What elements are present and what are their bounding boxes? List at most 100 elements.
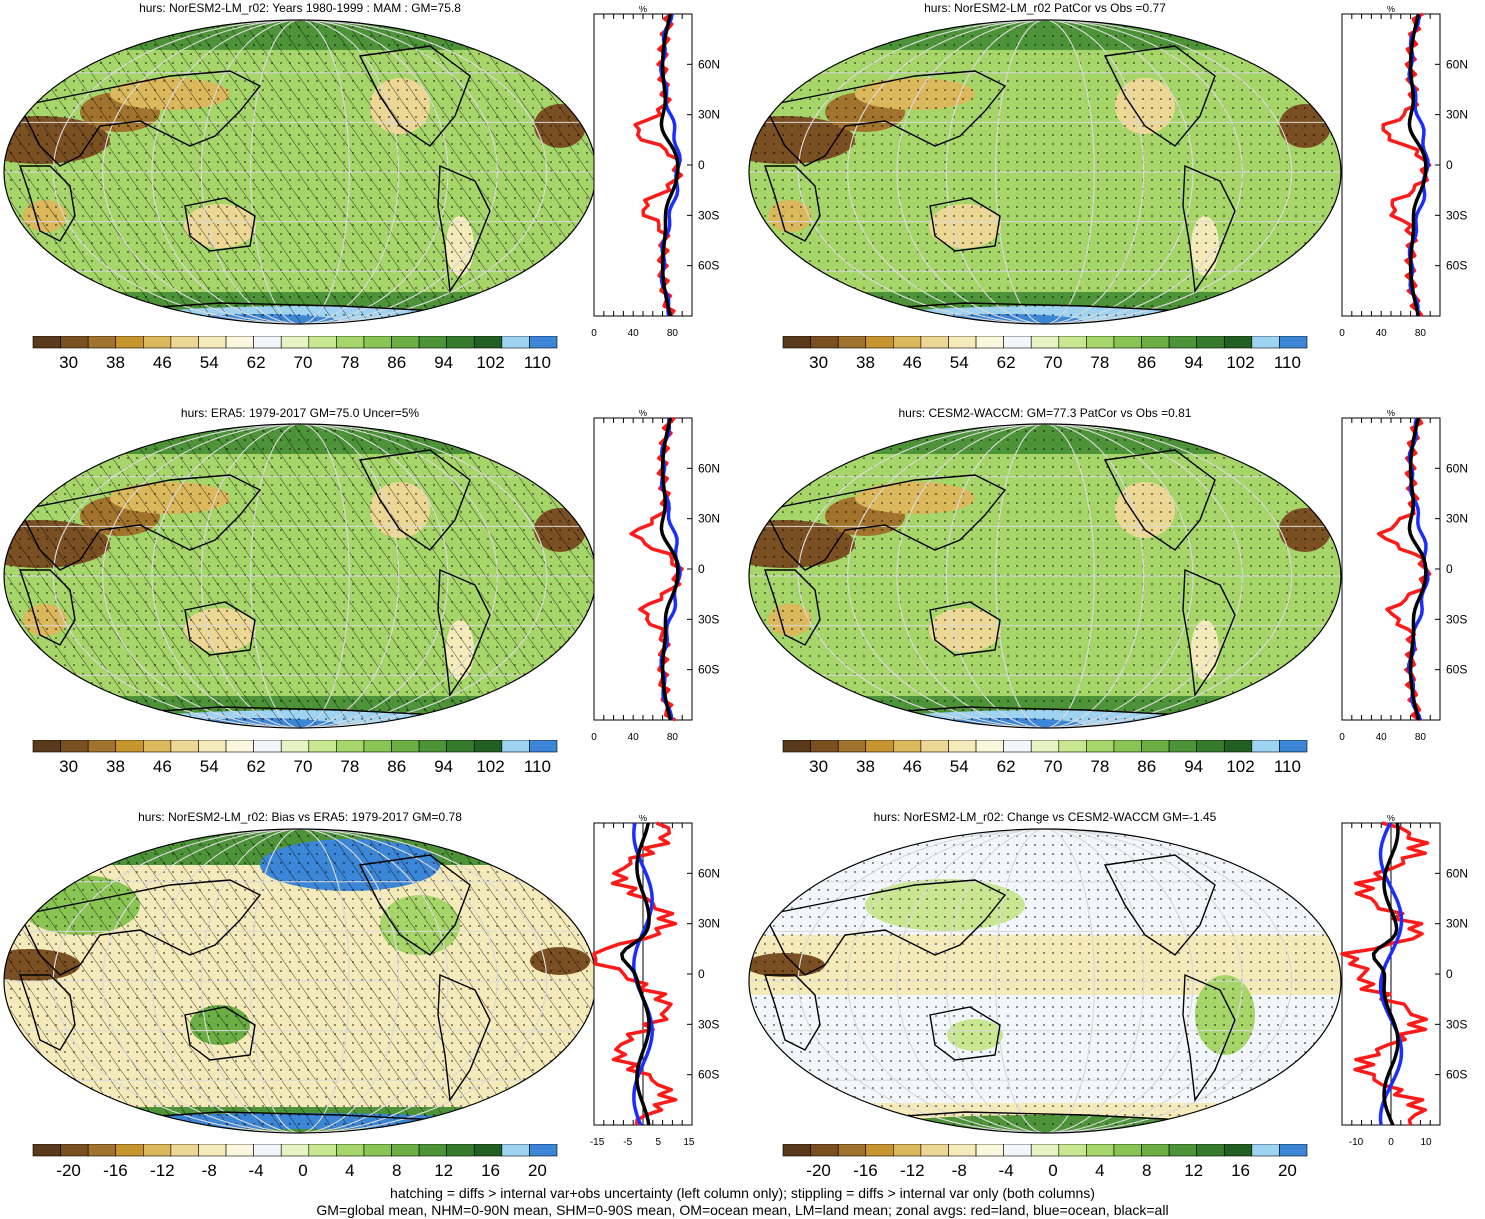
colorbar-swatch xyxy=(473,336,503,349)
colorbar-swatch xyxy=(363,336,392,349)
colorbar-2: 30 38 46 54 62 70 78 86 94 102 110 xyxy=(782,336,1308,372)
colorbar-label: 94 xyxy=(434,353,453,372)
colorbar-label: 86 xyxy=(387,353,406,372)
map-panel-3 xyxy=(3,423,597,729)
colorbar-swatch xyxy=(1223,740,1253,753)
colorbar-swatch xyxy=(1279,1144,1308,1157)
graticule xyxy=(4,829,596,1133)
colorbar-label: 94 xyxy=(434,757,453,776)
lat-label: 0 xyxy=(698,562,705,576)
colorbar-swatch xyxy=(308,336,337,349)
map-border xyxy=(748,423,1342,729)
colorbar-label: 46 xyxy=(903,353,922,372)
colorbar-label: 16 xyxy=(481,1161,500,1180)
colorbar-swatch xyxy=(280,740,310,753)
colorbar-swatch xyxy=(948,1144,977,1157)
zonal-tick-label: -5 xyxy=(623,1137,632,1148)
colorbar-label: 12 xyxy=(1184,1161,1203,1180)
colorbar-label: 38 xyxy=(106,353,125,372)
colorbar-swatch xyxy=(948,740,977,753)
colorbar-swatch xyxy=(529,740,558,753)
colorbar-label: 20 xyxy=(528,1161,547,1180)
coastline-4 xyxy=(437,568,491,697)
colorbar-swatch xyxy=(198,336,227,349)
zonal-mean-plot-4: % 60N 30N 0 30S 60S 0 40 80 xyxy=(1339,410,1468,743)
zonal-tick-label: 80 xyxy=(667,328,679,339)
colorbar-1: 30 38 46 54 62 70 78 86 94 102 110 xyxy=(32,336,558,372)
zonal-tick-label: 0 xyxy=(1339,328,1345,339)
coastline-3 xyxy=(1103,449,1216,551)
colorbar-swatch xyxy=(501,1144,530,1157)
colorbar-swatch xyxy=(418,740,447,753)
colorbar-swatch xyxy=(60,740,89,753)
panel-title-3: hurs: ERA5: 1979-2017 GM=75.0 Uncer=5% xyxy=(180,406,420,420)
colorbar-swatch xyxy=(782,336,811,349)
colorbar-label: 20 xyxy=(1278,1161,1297,1180)
colorbar-swatch xyxy=(473,740,503,753)
colorbar-swatch xyxy=(782,1144,811,1157)
colorbar-swatch xyxy=(473,1144,503,1157)
colorbar-label: 30 xyxy=(809,757,828,776)
colorbar-label: 62 xyxy=(997,353,1016,372)
lat-label: 30N xyxy=(1446,512,1468,526)
lat-label: 60S xyxy=(1446,663,1467,677)
colorbar-swatch xyxy=(115,1144,144,1157)
coastline-2 xyxy=(929,601,1001,656)
colorbar-swatch xyxy=(1168,336,1197,349)
colorbar-label: 102 xyxy=(1226,757,1254,776)
coastline-3 xyxy=(358,45,471,147)
colorbar-label: 62 xyxy=(247,757,266,776)
map-panel-2 xyxy=(748,19,1342,325)
colorbar-swatch xyxy=(837,740,867,753)
colorbar-swatch xyxy=(920,1144,949,1157)
zonal-tick-label: 0 xyxy=(1388,1137,1394,1148)
coastline-0 xyxy=(18,70,262,167)
colorbar-5: -20 -16 -12 -8 -4 0 4 8 12 16 20 xyxy=(32,1144,558,1180)
map-border xyxy=(748,19,1342,325)
zonal-unit: % xyxy=(1387,6,1395,14)
colorbar-swatch xyxy=(975,336,1004,349)
coastlines xyxy=(763,854,1236,1122)
lat-label: 30N xyxy=(1446,917,1468,931)
colorbar-swatch xyxy=(893,336,922,349)
colorbar-swatch xyxy=(418,336,447,349)
zonal-mean-plot-2: % 60N 30N 0 30S 60S 0 40 80 xyxy=(1339,6,1468,339)
footer-note-legend: GM=global mean, NHM=0-90N mean, SHM=0-90… xyxy=(316,1202,1169,1218)
coastline-1 xyxy=(19,165,76,242)
zonal-unit: % xyxy=(1387,410,1395,418)
colorbar-swatch xyxy=(865,1144,894,1157)
lat-label: 60N xyxy=(698,866,720,880)
colorbar-swatch xyxy=(501,336,530,349)
map-border xyxy=(748,828,1342,1134)
colorbar-swatch xyxy=(1168,740,1197,753)
colorbar-swatch xyxy=(87,740,117,753)
colorbar-swatch xyxy=(1113,1144,1142,1157)
colorbar-label: -8 xyxy=(952,1161,967,1180)
colorbar-label: 78 xyxy=(340,757,359,776)
colorbar-swatch xyxy=(1030,740,1060,753)
zonal-line-all xyxy=(1371,822,1400,1126)
coastlines xyxy=(763,449,1236,717)
lat-label: 60N xyxy=(698,461,720,475)
colorbar-label: 70 xyxy=(294,757,313,776)
coastline-1 xyxy=(764,569,821,646)
colorbar-swatch xyxy=(920,336,949,349)
zonal-tick-label: 40 xyxy=(628,732,640,743)
graticule xyxy=(749,424,1341,728)
colorbar-swatch xyxy=(253,336,282,349)
colorbar-label: 78 xyxy=(1090,757,1109,776)
lat-label: 0 xyxy=(698,158,705,172)
lat-label: 30N xyxy=(1446,108,1468,122)
colorbar-swatch xyxy=(253,1144,282,1157)
map-panel-1 xyxy=(3,19,597,325)
map-panel-5 xyxy=(3,828,597,1134)
colorbar-swatch xyxy=(1003,336,1032,349)
colorbar-swatch xyxy=(1113,740,1142,753)
coastline-4 xyxy=(1182,568,1236,697)
zonal-unit: % xyxy=(639,410,647,418)
colorbar-label: 86 xyxy=(1137,757,1156,776)
colorbar-swatch xyxy=(975,740,1004,753)
colorbar-swatch xyxy=(225,336,254,349)
zonal-mean-plot-5: % 60N 30N 0 30S 60S -15 -5 5 15 xyxy=(590,815,720,1148)
coastlines xyxy=(18,45,491,313)
